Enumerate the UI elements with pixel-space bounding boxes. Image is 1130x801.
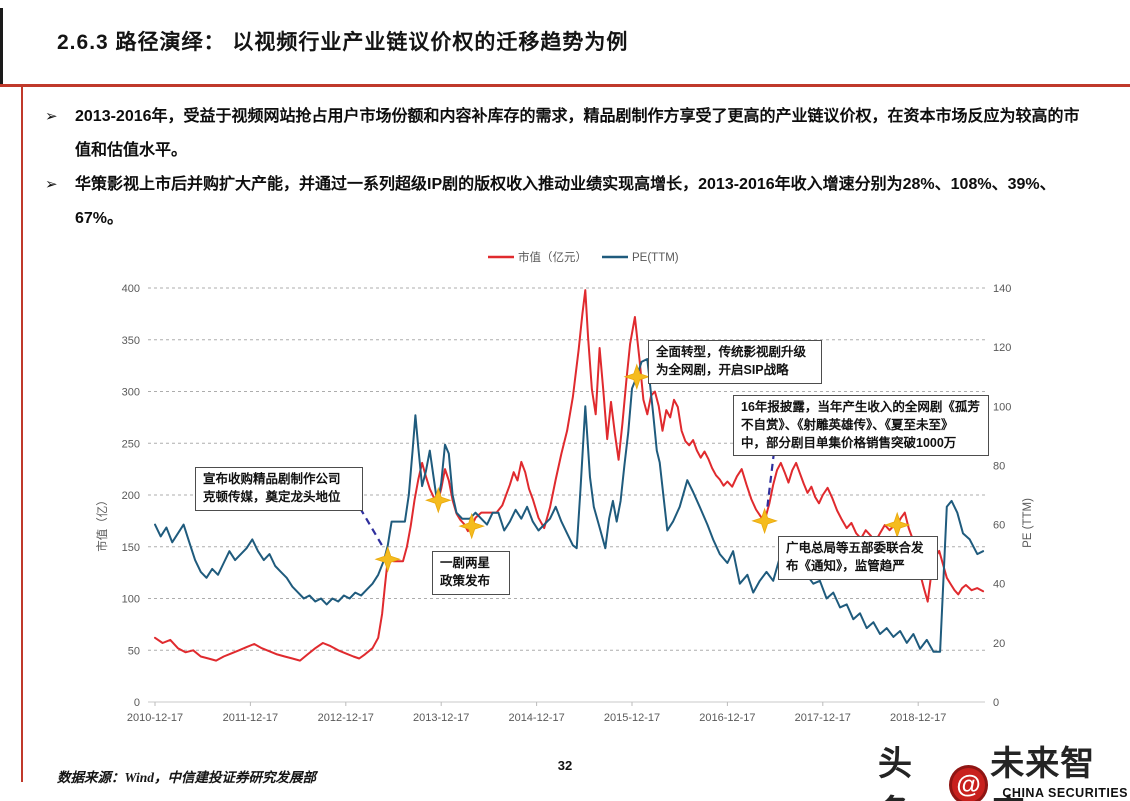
- x-tick-label: 2012-12-17: [318, 712, 374, 724]
- event-star-marker: [425, 486, 452, 514]
- right-tick-label: 20: [993, 638, 1005, 650]
- event-star-marker: [458, 512, 485, 540]
- chart-annotation-box: 宣布收购精品剧制作公司 克顿传媒，奠定龙头地位: [195, 467, 363, 511]
- chart-canvas: 2010-12-17 2011-12-17 2012-12-17 2013-12-17…: [95, 250, 1034, 724]
- x-tick-label: 2010-12-17: [127, 712, 183, 724]
- title-divider-rule: [0, 84, 1130, 87]
- left-tick-label: 100: [122, 594, 140, 606]
- x-tick-label: 2018-12-17: [890, 712, 946, 724]
- bullet-item: ➢ 2013-2016年，受益于视频网站抢占用户市场份额和内容补库存的需求，精品…: [45, 100, 1095, 168]
- chart-annotation-box: 全面转型，传统影视剧升级 为全网剧，开启SIP战略: [648, 340, 822, 384]
- x-tick-label: 2015-12-17: [604, 712, 660, 724]
- brand-watermark: 头条 @ 未来智库 CHINA SECURITIES: [878, 736, 1128, 801]
- event-star-marker: [751, 507, 778, 535]
- bullet-text: 华策影视上市后并购扩大产能，并通过一系列超级IP剧的版权收入推动业绩实现高增长，…: [75, 176, 1056, 227]
- annotation-line: 宣布收购精品剧制作公司: [203, 472, 341, 486]
- x-tick-label: 2013-12-17: [413, 712, 469, 724]
- annotation-line: 克顿传媒，奠定龙头地位: [203, 489, 341, 504]
- annotation-arrow: [359, 507, 384, 548]
- right-tick-label: 0: [993, 697, 999, 709]
- legend-label: PE(TTM): [632, 252, 679, 264]
- dual-axis-line-chart: 2010-12-17 2011-12-17 2012-12-17 2013-12-17…: [90, 240, 1050, 740]
- china-securities-label: CHINA SECURITIES: [1002, 786, 1128, 800]
- event-star-marker: [623, 363, 651, 390]
- left-tick-label: 200: [122, 490, 140, 502]
- chart-annotation-box: 16年报披露，当年产生收入的全网剧《孤芳 不自赏》、《射雕英雄传》、《夏至未至》中…: [733, 395, 989, 457]
- chart-annotation-box: 一剧两星 政策发布: [432, 551, 510, 595]
- title-left-edge: [0, 8, 3, 84]
- right-axis-title: PE (TTM): [1022, 498, 1034, 548]
- data-source-note: 数据来源：Wind，中信建投证券研究发展部: [57, 770, 317, 785]
- bullet-item: ➢ 华策影视上市后并购扩大产能，并通过一系列超级IP剧的版权收入推动业绩实现高增…: [45, 168, 1095, 236]
- x-tick-label: 2017-12-17: [795, 712, 851, 724]
- annotation-line: 为全网剧，开启SIP战略: [656, 362, 789, 377]
- right-tick-label: 140: [993, 283, 1011, 295]
- left-tick-label: 300: [122, 387, 140, 399]
- page-number: 32: [557, 758, 573, 773]
- annotation-line: 广电总局等五部委联合发: [786, 541, 924, 555]
- bullet-text: 2013-2016年，受益于视频网站抢占用户市场份额和内容补库存的需求，精品剧制…: [75, 108, 1080, 159]
- annotation-line: 不自赏》、《射雕英雄传》、《夏至未至》: [741, 417, 954, 432]
- chart-annotation-box: 广电总局等五部委联合发 布《通知》，监管趋严: [778, 536, 938, 580]
- at-badge-icon: @: [948, 765, 989, 801]
- right-tick-label: 60: [993, 520, 1005, 532]
- page-title: 2.6.3 路径演绎： 以视频行业产业链议价权的迁移趋势为例: [57, 31, 629, 54]
- annotation-line: 一剧两星: [440, 556, 491, 570]
- event-star-marker: [374, 545, 402, 573]
- bullet-list: ➢ 2013-2016年，受益于视频网站抢占用户市场份额和内容补库存的需求，精品…: [45, 100, 1095, 236]
- annotation-line: 布《通知》，监管趋严: [786, 558, 905, 573]
- right-tick-label: 40: [993, 579, 1005, 591]
- left-tick-label: 50: [128, 645, 140, 657]
- annotation-line: 全面转型，传统影视剧升级: [656, 345, 807, 359]
- bullet-arrow-icon: ➢: [45, 176, 58, 193]
- left-tick-label: 350: [122, 335, 140, 347]
- content-left-rule: [21, 87, 23, 782]
- watermark-suffix: 未来智库: [990, 745, 1096, 801]
- left-tick-label: 150: [122, 542, 140, 554]
- x-tick-label: 2014-12-17: [508, 712, 564, 724]
- annotation-line: 16年报披露，当年产生收入的全网剧《孤芳: [741, 400, 980, 414]
- watermark-row: 头条 @ 未来智库: [878, 736, 1128, 801]
- legend-label: 市值（亿元）: [518, 250, 587, 264]
- pe-line: [154, 358, 985, 653]
- left-tick-label: 250: [122, 438, 140, 450]
- watermark-prefix: 头条: [878, 745, 913, 801]
- x-tick-label: 2011-12-17: [223, 712, 278, 724]
- left-tick-label: 0: [134, 697, 140, 709]
- annotation-line: 中，部分剧目单集价格销售突破1000万: [741, 435, 957, 450]
- bullet-arrow-icon: ➢: [45, 108, 58, 125]
- right-tick-label: 120: [993, 342, 1011, 354]
- x-tick-label: 2016-12-17: [699, 712, 755, 724]
- annotation-arrow: [765, 451, 776, 511]
- right-tick-label: 80: [993, 460, 1005, 472]
- annotation-line: 政策发布: [440, 573, 491, 588]
- left-axis-title: 市值（亿）: [95, 494, 109, 552]
- right-tick-label: 100: [993, 401, 1011, 413]
- left-tick-label: 400: [122, 283, 140, 295]
